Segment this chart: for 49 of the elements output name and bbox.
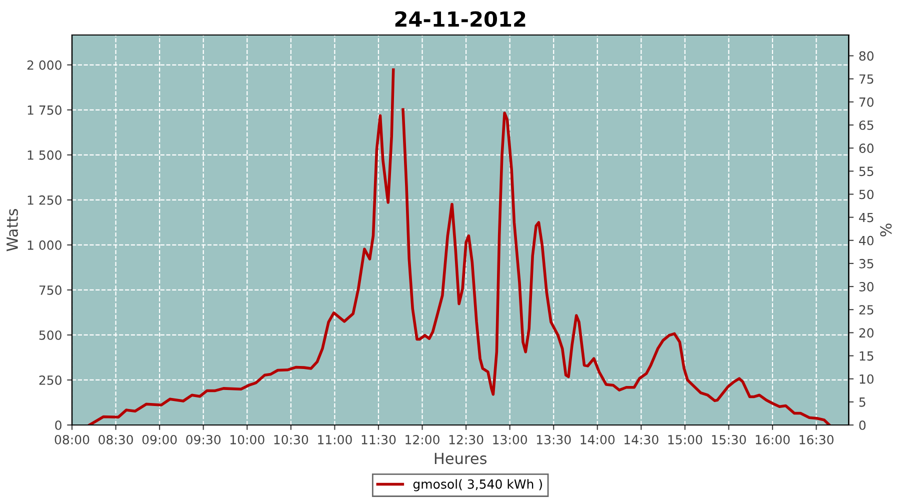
y2-tick-label: 65 [859,120,874,130]
x-tick-label: 12:00 [406,434,440,444]
x-tick-label: 09:30 [186,434,221,444]
x-tick-label: 14:30 [624,434,658,444]
y2-tick-label: 40 [859,236,874,246]
x-tick-label: 13:00 [493,434,528,444]
x-tick-label: 08:00 [54,434,90,444]
y2-tick-label: 5 [859,398,866,407]
y2-tick-label: 80 [859,51,874,61]
y2-tick-label: 50 [859,190,874,200]
x-tick-label: 15:00 [668,434,702,444]
y2-tick-label: 60 [859,144,874,154]
legend-label: gmosol( 3,540 kWh ) [413,479,542,492]
y2-tick-label: 75 [859,74,874,84]
x-tick-label: 08:30 [98,434,133,444]
y-axis-title: Watts [6,209,18,252]
y2-tick-label: 30 [859,282,874,292]
y2-tick-label: 25 [859,305,874,315]
y-tick-label: 2 000 [27,60,62,70]
y2-tick-label: 45 [859,212,874,222]
x-tick-label: 09:00 [142,434,177,444]
y-tick-label: 250 [39,375,62,385]
y2-tick-label: 20 [859,328,874,338]
y-tick-label: 1 000 [28,240,62,250]
y-tick-label: 1 250 [28,195,62,205]
x-tick-label: 10:30 [274,434,308,444]
y2-tick-label: 15 [860,351,874,361]
x-tick-label: 10:00 [230,434,264,444]
y-tick-label: 0 [55,420,62,430]
y-tick-label: 1 750 [28,105,62,115]
x-tick-label: 12:30 [449,434,484,444]
y-tick-label: 500 [39,330,62,340]
chart-title: 24-11-2012 [395,11,526,27]
y2-tick-label: 35 [859,258,874,268]
x-tick-label: 13:30 [536,434,571,444]
x-tick-label: 14:00 [580,434,615,444]
y2-axis-title: % [880,224,892,236]
x-tick-label: 16:30 [800,434,834,444]
x-tick-label: 11:00 [318,434,352,444]
y-tick-label: 1 500 [28,150,62,160]
x-tick-label: 11:30 [362,434,396,444]
y2-tick-label: 55 [859,166,874,176]
x-tick-label: 15:30 [712,434,746,444]
y-tick-label: 750 [39,285,62,295]
y2-tick-label: 10 [860,374,874,384]
x-tick-label: 16:00 [756,434,790,444]
x-axis-title: Heures [434,452,487,464]
y2-tick-label: 0 [859,420,866,430]
y2-tick-label: 70 [859,97,874,107]
